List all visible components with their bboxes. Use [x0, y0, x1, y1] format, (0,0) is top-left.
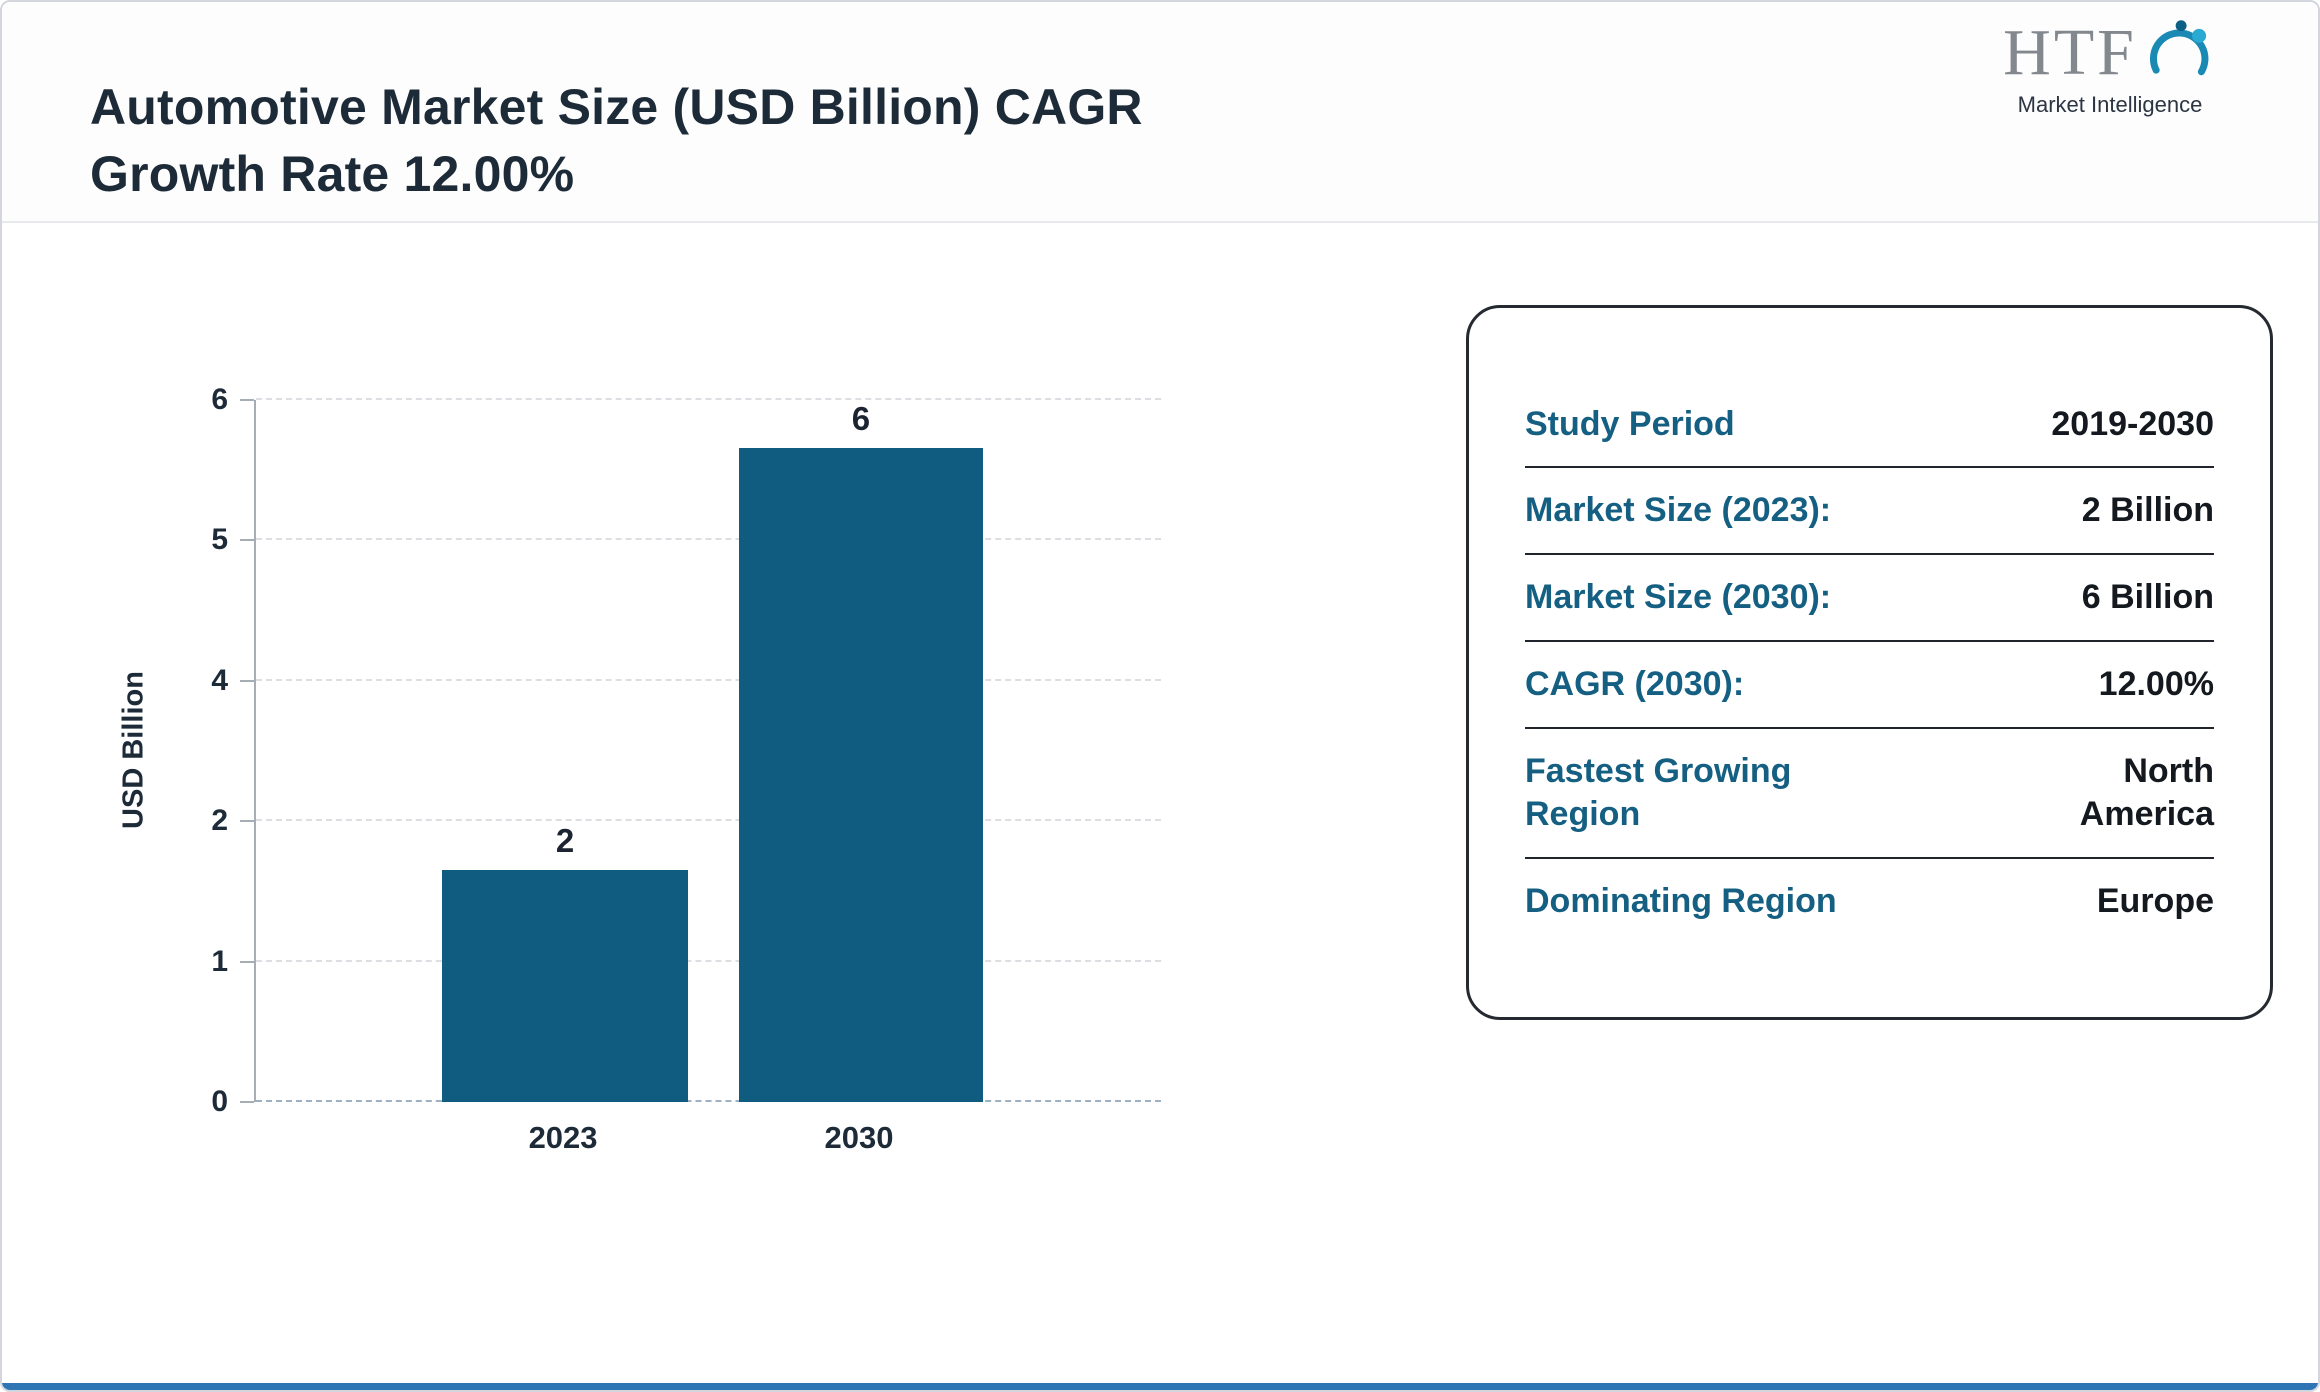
- htf-logo-icon: [2149, 20, 2209, 76]
- y-tick-mark: [240, 820, 254, 823]
- gridline: [256, 678, 1161, 681]
- summary-row: Market Size (2030): 6 Billion: [1525, 555, 2214, 643]
- summary-label: Fastest Growing Region: [1525, 751, 1792, 833]
- gridline: [256, 819, 1161, 822]
- y-tick-mark: [240, 960, 254, 963]
- summary-label: Dominating Region: [1525, 881, 1837, 920]
- htf-logo-text: HTF: [2003, 16, 2137, 89]
- bottom-accent-bar: [2, 1383, 2318, 1390]
- bar-value-label: 6: [851, 400, 871, 437]
- summary-value: Europe: [2096, 881, 2214, 920]
- summary-row: Dominating Region Europe: [1525, 859, 2214, 944]
- summary-row: Market Size (2023): 2 Billion: [1525, 468, 2214, 556]
- page-title-line1: Automotive Market Size (USD Billion) CAG…: [90, 78, 1143, 135]
- summary-label: Study Period: [1525, 404, 1735, 443]
- x-tick-label: 2023: [528, 1120, 598, 1155]
- x-tick-label: 2030: [824, 1120, 894, 1155]
- summary-value: 12.00%: [2098, 665, 2214, 704]
- summary-row: Fastest Growing Region North America: [1525, 729, 2214, 859]
- y-tick-mark: [240, 539, 254, 542]
- bar-rect: [739, 448, 983, 1102]
- bar-rect: [442, 870, 688, 1102]
- bar-2030: 6: [739, 400, 983, 1102]
- summary-row: Study Period 2019-2030: [1525, 382, 2214, 469]
- summary-label: Market Size (2023):: [1525, 491, 1832, 530]
- bar-2023: 2: [442, 400, 688, 1102]
- summary-value: North America: [2079, 751, 2214, 833]
- summary-value: 2 Billion: [2081, 491, 2214, 530]
- y-tick-label: 6: [211, 383, 228, 416]
- summary-label: Market Size (2030):: [1525, 578, 1832, 617]
- y-tick-label: 0: [211, 1085, 228, 1118]
- y-tick-mark: [240, 679, 254, 682]
- htf-logo-subtitle: Market Intelligence: [2017, 92, 2203, 117]
- gridline: [256, 538, 1161, 541]
- header: Automotive Market Size (USD Billion) CAG…: [2, 2, 2318, 223]
- y-tick-label: 5: [211, 523, 228, 557]
- x-axis-line: [256, 1100, 1161, 1102]
- summary-card: Study Period 2019-2030 Market Size (2023):…: [1466, 305, 2273, 1020]
- bar-chart-plot: 0 1 2 4 5 6 2 6: [211, 383, 1161, 1118]
- y-tick-label: 1: [211, 944, 228, 978]
- summary-label: CAGR (2030):: [1525, 665, 1745, 704]
- gridline: [256, 398, 1161, 400]
- summary-value: 6 Billion: [2081, 578, 2214, 617]
- page-title-line2: Growth Rate 12.00%: [90, 145, 575, 202]
- summary-value: 2019-2030: [2051, 404, 2214, 443]
- y-tick-label: 2: [211, 804, 228, 838]
- gridline: [256, 959, 1161, 962]
- y-tick-label: 4: [211, 663, 228, 697]
- htf-logo: HTF Market Intelligence: [1960, 20, 2260, 118]
- summary-row: CAGR (2030): 12.00%: [1525, 642, 2214, 729]
- y-tick-mark: [240, 1101, 254, 1103]
- htf-logo-row: HTF: [1960, 20, 2260, 92]
- y-axis-title: USD Billion: [117, 671, 150, 829]
- page-title: Automotive Market Size (USD Billion) CAG…: [90, 74, 1143, 208]
- bar-value-label: 2: [555, 822, 575, 860]
- x-axis-labels: 2023 2030: [254, 1120, 1159, 1172]
- y-tick-mark: [240, 399, 254, 401]
